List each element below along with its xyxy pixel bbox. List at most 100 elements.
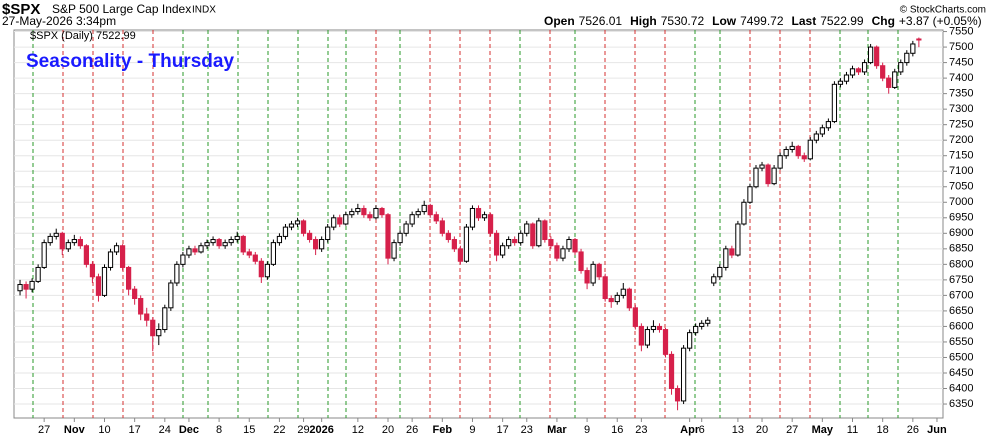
candle-body	[584, 270, 590, 284]
x-tick-label: Apr	[680, 424, 700, 436]
candle-body	[874, 46, 880, 67]
candle-body	[747, 186, 753, 203]
candle-body	[560, 248, 566, 259]
candle-body	[650, 325, 657, 331]
candle-body	[240, 235, 246, 253]
y-tick-label: 7500	[949, 41, 973, 53]
y-tick-label: 6550	[949, 336, 973, 348]
candle-body	[77, 239, 83, 247]
seasonality-lines	[32, 30, 899, 418]
candle-body	[693, 325, 699, 334]
symbol: $SPX	[2, 1, 40, 18]
candle-body	[59, 232, 65, 250]
candle-body	[620, 288, 626, 296]
candle-body	[680, 347, 687, 402]
x-tick-label: Mar	[547, 424, 567, 436]
candle-body	[566, 239, 572, 250]
candle-body	[596, 263, 602, 278]
x-tick-label: 2026	[309, 424, 333, 436]
candle-body	[861, 62, 868, 73]
candle-body	[433, 214, 439, 222]
candle-body	[119, 245, 126, 268]
candle-body	[705, 319, 711, 324]
candle-body	[409, 214, 415, 225]
candle-body	[445, 232, 451, 241]
x-tick-label: Dec	[179, 424, 199, 436]
quote-label: Last	[792, 14, 817, 28]
candle-body	[168, 282, 174, 309]
candle-body	[825, 121, 831, 129]
candle-body	[638, 325, 644, 346]
candle-body	[331, 217, 337, 228]
candle-body	[23, 284, 29, 290]
x-tick-label: Nov	[64, 424, 86, 436]
candle-body	[89, 263, 96, 278]
candle-body	[343, 214, 349, 225]
candle-body	[421, 204, 427, 213]
candle-body	[361, 207, 367, 216]
x-tick-label: 20	[756, 424, 768, 436]
candle-body	[150, 319, 156, 337]
candle-body	[222, 242, 228, 247]
x-tick-label: 27	[38, 424, 50, 436]
candle-body	[849, 68, 856, 76]
quote: Open 7526.01 High 7530.72 Low 7499.72 Last 7522…	[544, 14, 982, 28]
candle-body	[741, 201, 747, 225]
y-tick-label: 7000	[949, 196, 973, 208]
candle-body	[300, 220, 307, 234]
x-tick-label: 9	[469, 424, 475, 436]
candle-body	[180, 254, 186, 265]
candle-body	[198, 245, 204, 253]
candle-body	[156, 329, 162, 337]
candle-body	[469, 207, 476, 228]
y-tick-label: 6750	[949, 274, 973, 286]
x-tick-label: 16	[611, 424, 623, 436]
candle-body	[699, 322, 705, 327]
x-tick-label: Jun	[927, 424, 947, 436]
candle-body	[210, 239, 216, 244]
candle-body	[228, 239, 234, 244]
candle-body	[174, 263, 180, 284]
candle-body	[83, 245, 90, 265]
candle-body	[475, 207, 482, 219]
candle-body	[276, 235, 283, 244]
y-tick-label: 6800	[949, 258, 973, 270]
quote-label: Low	[712, 14, 737, 28]
x-tick-label: 22	[273, 424, 285, 436]
candle-body	[759, 164, 765, 169]
candle-body	[753, 167, 759, 188]
candle-body	[463, 226, 470, 262]
candle-body	[132, 288, 138, 299]
x-tick-label: 26	[406, 424, 418, 436]
candle-body	[282, 226, 289, 237]
x-tick-label: 17	[497, 424, 509, 436]
candle-body	[898, 62, 904, 73]
candle-body	[325, 226, 331, 241]
candle-body	[487, 214, 494, 234]
x-tick-label: 23	[521, 424, 533, 436]
candle-body	[904, 52, 910, 64]
candle-body	[288, 223, 295, 228]
candle-body	[17, 284, 23, 292]
candle-body	[783, 149, 789, 157]
candle-body	[729, 248, 735, 256]
x-tick-label: May	[812, 424, 834, 436]
candle-body	[886, 77, 892, 88]
x-tick-label: 23	[635, 424, 647, 436]
candle-body	[391, 242, 397, 259]
candle-body	[270, 242, 277, 265]
candle-body	[608, 297, 614, 303]
candle-body	[192, 248, 198, 253]
y-tick-label: 7300	[949, 103, 973, 115]
candle-body	[107, 251, 114, 268]
candle-body	[65, 242, 71, 250]
candle-body	[668, 353, 675, 390]
candle-body	[662, 329, 669, 355]
candle-body	[53, 232, 59, 237]
candle-body	[95, 276, 102, 296]
quote-label: Open	[544, 14, 575, 28]
candle-body	[126, 266, 132, 290]
candle-body	[138, 297, 144, 315]
x-tick-label: 11	[847, 424, 858, 436]
